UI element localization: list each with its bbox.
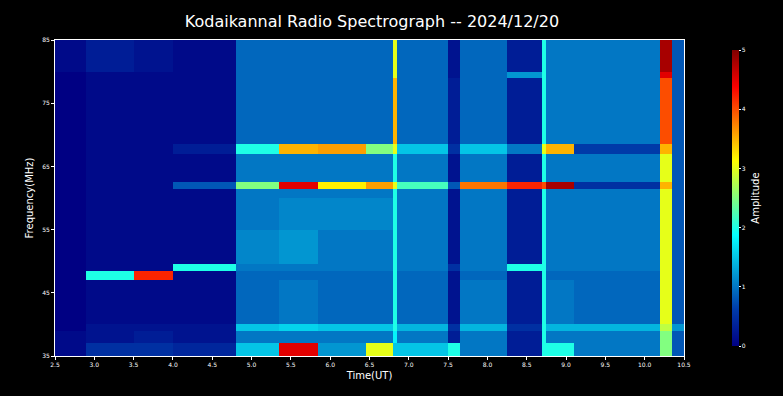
svg-text:Frequency(MHz): Frequency(MHz)	[24, 157, 35, 238]
svg-text:35: 35	[42, 352, 50, 359]
svg-text:5.5: 5.5	[286, 361, 296, 368]
svg-text:6.5: 6.5	[365, 361, 375, 368]
svg-text:5: 5	[742, 46, 746, 53]
svg-text:10.0: 10.0	[638, 361, 652, 368]
svg-text:4: 4	[742, 105, 746, 112]
svg-text:9.5: 9.5	[601, 361, 611, 368]
svg-text:4.5: 4.5	[207, 361, 217, 368]
svg-text:85: 85	[42, 36, 50, 43]
svg-text:3.0: 3.0	[90, 361, 100, 368]
svg-text:4.0: 4.0	[168, 361, 178, 368]
svg-text:45: 45	[42, 289, 50, 296]
svg-text:55: 55	[42, 226, 50, 233]
svg-text:7.5: 7.5	[443, 361, 453, 368]
svg-text:9.0: 9.0	[561, 361, 571, 368]
svg-text:5.0: 5.0	[247, 361, 257, 368]
svg-text:2.5: 2.5	[50, 361, 60, 368]
svg-text:Time(UT): Time(UT)	[346, 370, 393, 381]
svg-text:10.5: 10.5	[677, 361, 691, 368]
svg-text:Amplitude: Amplitude	[750, 172, 761, 223]
svg-text:65: 65	[42, 163, 50, 170]
svg-text:1: 1	[742, 283, 746, 290]
svg-text:3: 3	[742, 165, 746, 172]
svg-text:3.5: 3.5	[129, 361, 139, 368]
svg-text:8.0: 8.0	[483, 361, 493, 368]
svg-text:75: 75	[42, 99, 50, 106]
svg-text:Kodaikannal Radio Spectrograph: Kodaikannal Radio Spectrograph -- 2024/1…	[185, 12, 559, 31]
svg-text:6.0: 6.0	[325, 361, 335, 368]
svg-text:2: 2	[742, 224, 746, 231]
svg-text:8.5: 8.5	[522, 361, 532, 368]
svg-text:0: 0	[742, 342, 746, 349]
svg-text:7.0: 7.0	[404, 361, 414, 368]
